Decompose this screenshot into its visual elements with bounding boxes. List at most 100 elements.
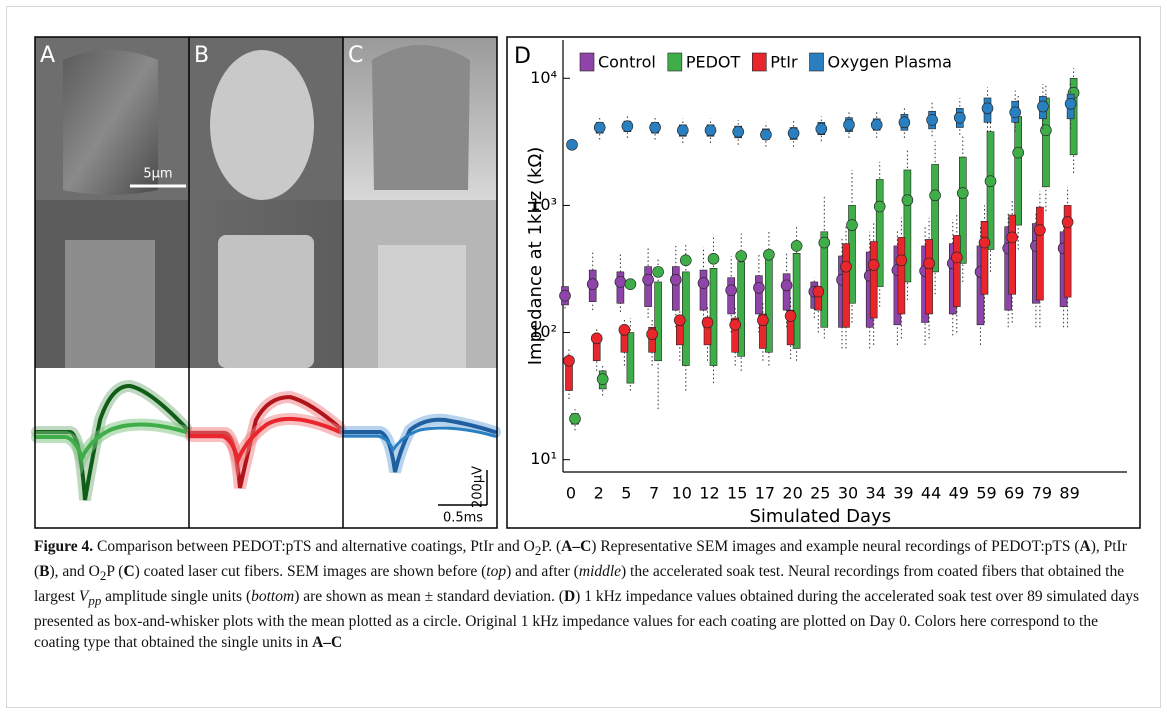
mean-marker: [901, 194, 914, 206]
mean-marker: [895, 254, 908, 267]
legend-swatch: [809, 52, 824, 72]
fiber: [210, 50, 314, 200]
legend-swatch: [751, 52, 767, 72]
mean-marker: [679, 254, 692, 267]
x-tick-label: 10: [672, 484, 692, 503]
mean-marker: [956, 187, 969, 199]
mean-marker: [559, 289, 571, 302]
mean-marker: [1061, 216, 1074, 228]
x-tick-label: 25: [810, 484, 830, 503]
x-tick-label: 39: [893, 484, 913, 503]
mean-marker: [978, 236, 991, 249]
box: [842, 243, 850, 328]
x-tick-label: 44: [921, 484, 941, 503]
box: [958, 156, 967, 264]
caption-text: C: [123, 563, 135, 581]
caption-text: 2: [99, 568, 107, 584]
panel-label: D: [514, 44, 531, 69]
mean-marker: [646, 328, 658, 341]
caption-text: B: [39, 563, 50, 581]
mean-marker: [846, 219, 858, 231]
mean-marker: [753, 281, 765, 294]
caption-text: ), and O: [49, 563, 100, 581]
scale-bar-label: 0.5ms: [443, 511, 483, 526]
box: [820, 231, 829, 328]
mean-marker: [624, 278, 637, 291]
y-tick-label: 10²: [530, 322, 557, 341]
mean-marker: [593, 121, 606, 134]
mean-marker: [784, 310, 797, 322]
fiber: [378, 245, 466, 368]
mean-marker: [704, 124, 717, 137]
x-tick-label: 69: [1004, 484, 1024, 503]
mean-marker: [725, 284, 738, 297]
legend-label: PtIr: [770, 53, 798, 72]
scale-bar-label: 5µm: [143, 167, 172, 182]
x-tick-label: 17: [755, 484, 775, 503]
mean-marker: [676, 124, 689, 137]
mean-marker: [981, 102, 994, 115]
mean-marker: [757, 314, 769, 327]
mean-marker: [652, 266, 664, 278]
legend-label: Control: [598, 53, 656, 72]
mean-marker: [818, 236, 831, 249]
x-tick-label: 20: [782, 484, 802, 503]
x-tick-label: 89: [1059, 484, 1079, 503]
box: [986, 131, 995, 250]
mean-marker: [586, 278, 599, 291]
mean-marker: [923, 257, 935, 270]
box: [786, 309, 795, 346]
box: [626, 332, 635, 384]
mean-marker: [763, 248, 775, 261]
mean-marker: [984, 175, 997, 188]
box: [699, 269, 708, 311]
mean-marker: [590, 332, 603, 345]
caption-text: middle: [578, 563, 621, 581]
caption-text: A: [1079, 538, 1091, 555]
x-tick-label: 15: [727, 484, 747, 503]
mean-marker: [780, 279, 793, 292]
legend-label: Oxygen Plasma: [828, 53, 952, 72]
caption-text: ) the accelerated soak test. Neural reco…: [34, 563, 1125, 606]
mean-marker: [701, 316, 714, 329]
x-tick-label: 5: [621, 484, 631, 503]
box: [654, 281, 662, 362]
mean-marker: [873, 200, 886, 213]
mean-marker: [729, 319, 742, 331]
mean-marker: [950, 251, 963, 264]
mean-marker: [1064, 97, 1077, 110]
mean-marker: [790, 240, 803, 252]
caption-text: D: [563, 588, 576, 606]
caption-text: pp: [88, 593, 102, 609]
panel-label: B: [194, 43, 209, 68]
mean-marker: [840, 260, 852, 273]
mean-marker: [1009, 106, 1022, 119]
impedance-chart: 10¹ 10² 10³ 10⁴ Impedance at 1kHz (kΩ) Simula…: [525, 40, 1127, 527]
box: [931, 164, 939, 273]
x-tick-label: 79: [1032, 484, 1052, 503]
mean-marker: [642, 273, 654, 286]
panel-frame: [506, 36, 1141, 529]
caption-text: A–C: [312, 634, 343, 652]
caption-text: ) 1 kHz impedance values obtained during…: [34, 588, 1139, 652]
caption-text: A–C: [561, 538, 592, 555]
mean-marker: [566, 138, 578, 151]
box: [869, 241, 878, 319]
x-tick-label: 49: [949, 484, 969, 503]
x-tick-label: 12: [699, 484, 719, 503]
legend-swatch: [579, 52, 595, 72]
mean-marker: [760, 128, 772, 141]
mean-marker: [732, 125, 745, 138]
caption-text: ), PtIr (: [34, 538, 1127, 581]
waveform: [343, 426, 497, 454]
box: [952, 235, 961, 307]
sem-images: [35, 37, 497, 368]
box: [903, 169, 912, 283]
panel-frames: [34, 36, 1141, 529]
legend-swatch: [667, 52, 683, 72]
fiber: [63, 50, 158, 195]
mean-marker: [815, 123, 828, 135]
panel-label: C: [348, 43, 363, 68]
x-tick-label: 7: [649, 484, 659, 503]
scale-bar-label: 200µV: [471, 466, 486, 508]
